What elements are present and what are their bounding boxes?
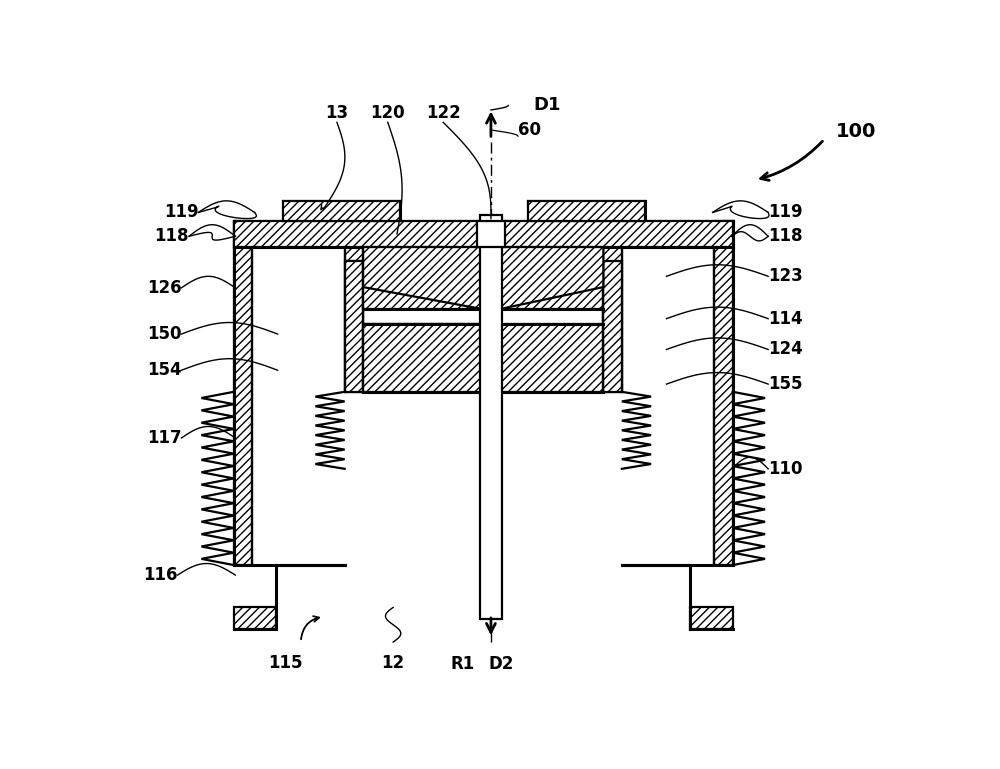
Polygon shape (345, 261, 482, 392)
Bar (690, 608, 733, 629)
Text: 100: 100 (836, 122, 876, 141)
Text: 117: 117 (147, 429, 181, 447)
Bar (714, 221, 733, 565)
Bar (603, 261, 622, 392)
Text: 118: 118 (768, 228, 803, 245)
Text: 60: 60 (518, 121, 541, 139)
Polygon shape (363, 324, 482, 392)
Bar (234, 608, 276, 629)
Bar (234, 221, 482, 247)
Bar (345, 261, 363, 392)
Text: 110: 110 (768, 460, 803, 478)
Polygon shape (500, 324, 603, 392)
Bar (500, 221, 733, 247)
Text: 114: 114 (768, 310, 803, 328)
Text: 119: 119 (164, 203, 198, 221)
Text: 115: 115 (268, 654, 303, 671)
Text: 12: 12 (382, 654, 405, 671)
Bar (528, 201, 645, 221)
Text: 123: 123 (768, 268, 803, 285)
Text: 150: 150 (147, 325, 181, 343)
Text: 126: 126 (147, 279, 181, 297)
Polygon shape (363, 261, 482, 308)
Text: D1: D1 (533, 95, 561, 114)
Text: D2: D2 (488, 655, 514, 673)
Bar (480, 215, 502, 619)
Text: 155: 155 (768, 375, 803, 393)
Text: 122: 122 (426, 105, 461, 122)
Polygon shape (502, 247, 603, 308)
Bar (345, 221, 363, 392)
Text: R1: R1 (450, 655, 475, 673)
Text: 154: 154 (147, 361, 181, 379)
Bar (283, 201, 400, 221)
Text: 118: 118 (155, 228, 189, 245)
Text: 13: 13 (325, 105, 349, 122)
Bar (234, 221, 252, 565)
Polygon shape (500, 261, 603, 308)
Text: 124: 124 (768, 341, 803, 358)
Text: 119: 119 (768, 203, 803, 221)
Text: 116: 116 (143, 566, 178, 584)
Text: 120: 120 (370, 105, 405, 122)
Polygon shape (363, 247, 480, 308)
Bar (477, 221, 505, 247)
Bar (603, 221, 622, 392)
